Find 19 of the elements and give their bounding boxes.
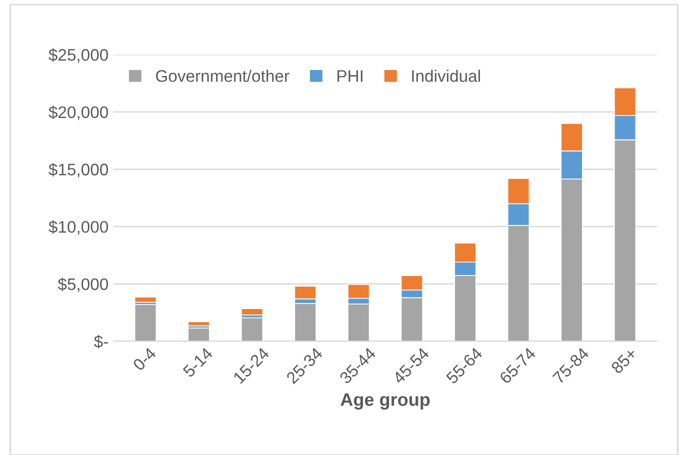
x-tick-label: 85+ — [610, 347, 638, 374]
y-tick-label: $25,000 — [48, 48, 108, 63]
legend-label: PHI — [338, 70, 362, 82]
y-tick-label: $15,000 — [48, 162, 108, 178]
bar — [188, 321, 210, 326]
bar — [188, 328, 210, 342]
y-tick-label: $20,000 — [48, 106, 108, 120]
y-tick-label: $5,000 — [58, 278, 108, 292]
y-tick-label: $- — [94, 334, 108, 348]
bar — [240, 308, 264, 316]
x-axis-title: Age group — [340, 393, 430, 410]
legend-label: Government/other — [156, 70, 290, 82]
bar — [134, 304, 157, 342]
y-tick-label: $10,000 — [48, 220, 108, 235]
bar — [294, 302, 316, 342]
legend-label: Individual — [412, 70, 480, 82]
bar — [240, 317, 264, 342]
x-tick-label: 0-4 — [132, 346, 157, 372]
bar — [134, 296, 157, 303]
